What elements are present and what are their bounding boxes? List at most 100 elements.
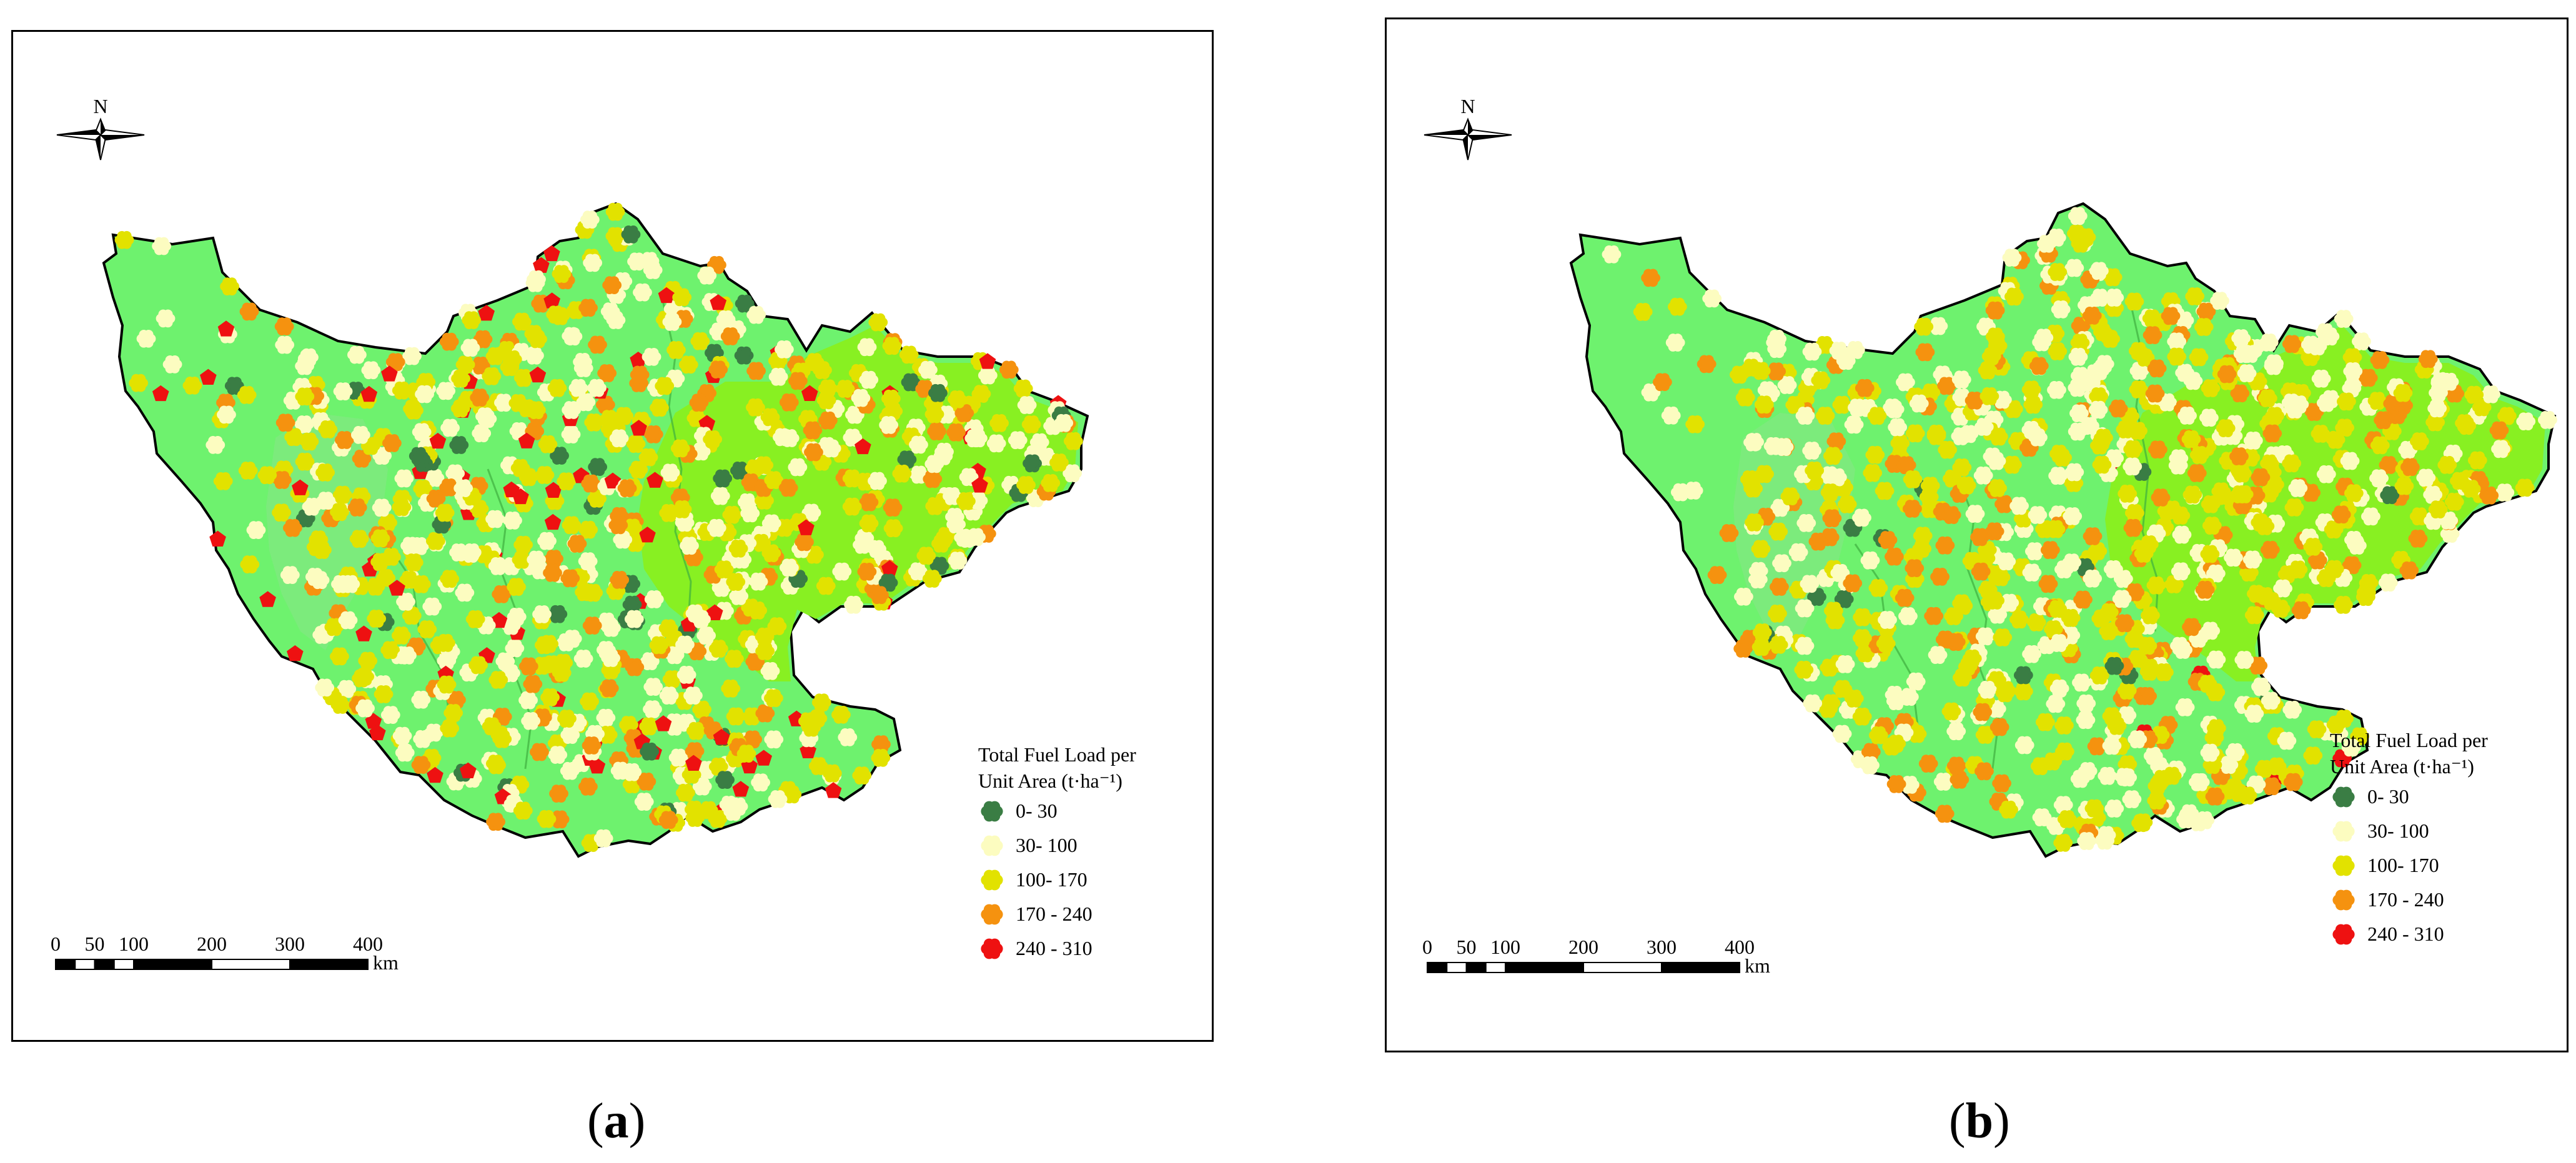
fuel-plot-marker <box>2461 480 2481 498</box>
north-arrow-a: N <box>56 95 145 161</box>
fuel-plot-marker <box>578 552 598 570</box>
scale-tick-label: 300 <box>1647 936 1677 958</box>
fuel-plot-marker <box>1855 379 1875 397</box>
fuel-plot-marker <box>610 571 630 589</box>
fuel-plot-marker <box>644 590 664 608</box>
fuel-plot-marker <box>2117 706 2137 725</box>
fuel-plot-marker <box>2481 385 2500 403</box>
fuel-plot-marker <box>275 413 295 432</box>
fuel-plot-marker <box>561 425 581 443</box>
fuel-plot-marker <box>2267 757 2287 776</box>
fuel-plot-marker <box>754 456 774 475</box>
fuel-plot-marker <box>2342 348 2362 367</box>
legend-swatch <box>981 801 1003 822</box>
fuel-plot-marker <box>237 385 257 404</box>
fuel-plot-marker <box>1795 636 1815 655</box>
fuel-plot-marker <box>637 773 656 791</box>
fuel-plot-marker <box>1768 604 1787 623</box>
fuel-plot-marker <box>2148 440 2167 459</box>
fuel-plot-marker <box>365 577 385 596</box>
fuel-plot-marker <box>868 313 888 332</box>
scale-tick-label: 50 <box>85 933 105 955</box>
fuel-plot-marker <box>2064 463 2084 482</box>
legend-a: Total Fuel Load per Unit Area (t·ha⁻¹) 0… <box>978 743 1136 959</box>
fuel-plot-marker <box>426 489 446 508</box>
fuel-plot-marker <box>2009 497 2029 515</box>
fuel-plot-marker <box>482 717 502 736</box>
fuel-plot-marker <box>936 405 956 424</box>
fuel-plot-marker <box>513 801 533 820</box>
fuel-plot-marker <box>1895 588 1915 607</box>
fuel-plot-marker <box>605 202 625 221</box>
fuel-plot-marker <box>1807 588 1826 606</box>
fuel-plot-marker <box>2237 364 2257 383</box>
fuel-plot-marker <box>625 658 645 676</box>
fuel-plot-marker <box>397 646 417 665</box>
fuel-plot-marker <box>283 518 302 537</box>
fuel-plot-marker <box>562 327 582 345</box>
scale-bar-segment <box>74 959 96 970</box>
fuel-plot-marker <box>492 585 512 603</box>
fuel-plot-marker <box>732 781 750 797</box>
fuel-plot-marker <box>706 604 723 620</box>
fuel-plot-marker <box>2230 384 2250 403</box>
fuel-plot-marker <box>708 809 728 828</box>
fuel-plot-marker <box>2195 580 2215 599</box>
fuel-plot-marker <box>714 560 734 579</box>
fuel-plot-marker <box>1896 373 1915 392</box>
legend-item-label: 100- 170 <box>1016 868 1087 891</box>
fuel-plot-marker <box>2089 262 2109 280</box>
legend-item-label: 0- 30 <box>2367 785 2409 808</box>
fuel-plot-marker <box>488 671 508 689</box>
fuel-plot-marker <box>1835 655 1855 673</box>
fuel-plot-marker <box>2199 408 2219 427</box>
fuel-plot-marker <box>2282 700 2302 719</box>
fuel-plot-marker <box>768 790 788 808</box>
fuel-plot-marker <box>672 288 692 307</box>
fuel-plot-marker <box>162 355 182 374</box>
fuel-plot-marker <box>609 429 629 448</box>
fuel-plot-marker <box>548 605 568 623</box>
fuel-plot-marker <box>703 430 722 448</box>
fuel-plot-marker <box>2021 380 2041 399</box>
fuel-plot-marker <box>578 520 598 539</box>
fuel-plot-marker <box>370 529 390 548</box>
fuel-plot-marker <box>530 743 549 761</box>
fuel-plot-marker <box>2034 329 2054 347</box>
fuel-plot-marker <box>478 305 495 321</box>
map-panel-a: N Total Fuel Load per Unit Area (t·ha⁻¹)… <box>11 30 1214 1042</box>
fuel-plot-marker <box>512 312 532 331</box>
fuel-plot-marker <box>535 466 555 484</box>
fuel-plot-marker <box>1946 722 1966 741</box>
fuel-plot-marker <box>2088 400 2108 419</box>
fuel-plot-marker <box>954 404 974 422</box>
fuel-plot-marker <box>662 670 682 688</box>
fuel-plot-marker <box>2205 787 2225 806</box>
fuel-plot-marker <box>2053 834 2073 852</box>
fuel-plot-marker <box>1909 394 1929 413</box>
fuel-plot-marker <box>842 469 862 488</box>
fuel-plot-marker <box>374 685 394 703</box>
fuel-plot-marker <box>649 636 669 655</box>
fuel-plot-marker <box>2341 738 2361 757</box>
fuel-plot-marker <box>755 704 775 723</box>
fuel-plot-marker <box>1988 427 2008 446</box>
scale-bar-segment <box>1485 962 1506 973</box>
fuel-plot-marker <box>624 610 644 628</box>
fuel-plot-marker <box>381 365 398 382</box>
fuel-plot-marker <box>136 329 156 348</box>
fuel-plot-marker <box>1878 531 1898 549</box>
fuel-plot-marker <box>2233 345 2253 364</box>
fuel-plot-marker <box>643 678 663 696</box>
fuel-plot-marker <box>2035 713 2055 731</box>
fuel-plot-marker <box>708 640 728 658</box>
fuel-plot-marker <box>605 227 625 245</box>
fuel-plot-marker <box>768 367 788 386</box>
fuel-plot-marker <box>527 550 547 569</box>
fuel-plot-marker <box>1822 509 1842 528</box>
fuel-plot-marker <box>675 783 695 802</box>
fuel-plot-marker <box>503 511 522 530</box>
fuel-plot-marker <box>1016 476 1036 494</box>
fuel-plot-marker <box>217 405 236 424</box>
fuel-plot-marker <box>808 709 828 728</box>
